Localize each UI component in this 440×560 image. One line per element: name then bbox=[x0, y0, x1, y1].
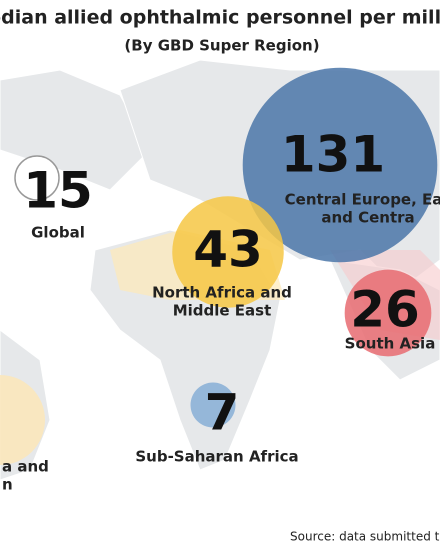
region-label: South Asia bbox=[345, 335, 436, 353]
bubble bbox=[190, 382, 236, 428]
bubble bbox=[242, 67, 438, 263]
value-label: 43 bbox=[193, 221, 263, 279]
region-label: Sub-Saharan Africa bbox=[135, 448, 298, 466]
region-label: and Centra bbox=[321, 209, 414, 227]
region-label: Middle East bbox=[173, 302, 272, 320]
region-label: a and bbox=[2, 458, 49, 476]
value-label: 15 bbox=[23, 162, 93, 220]
value-label: 26 bbox=[350, 281, 420, 339]
value-label: 131 bbox=[281, 126, 385, 184]
bubble bbox=[344, 269, 432, 357]
bubble-partial bbox=[0, 375, 45, 465]
value-label: 7 bbox=[205, 384, 240, 442]
region-label: North Africa and bbox=[152, 284, 292, 302]
source: Source: data submitted to IA bbox=[290, 530, 440, 544]
subtitle: (By GBD Super Region) bbox=[124, 37, 319, 55]
bubble bbox=[172, 196, 284, 308]
region-label: Central Europe, Eas bbox=[285, 191, 440, 209]
region-label: n bbox=[2, 476, 13, 494]
region-label: Global bbox=[31, 224, 85, 242]
title: Median allied ophthalmic personnel per m… bbox=[0, 7, 440, 29]
bubble bbox=[14, 155, 60, 201]
